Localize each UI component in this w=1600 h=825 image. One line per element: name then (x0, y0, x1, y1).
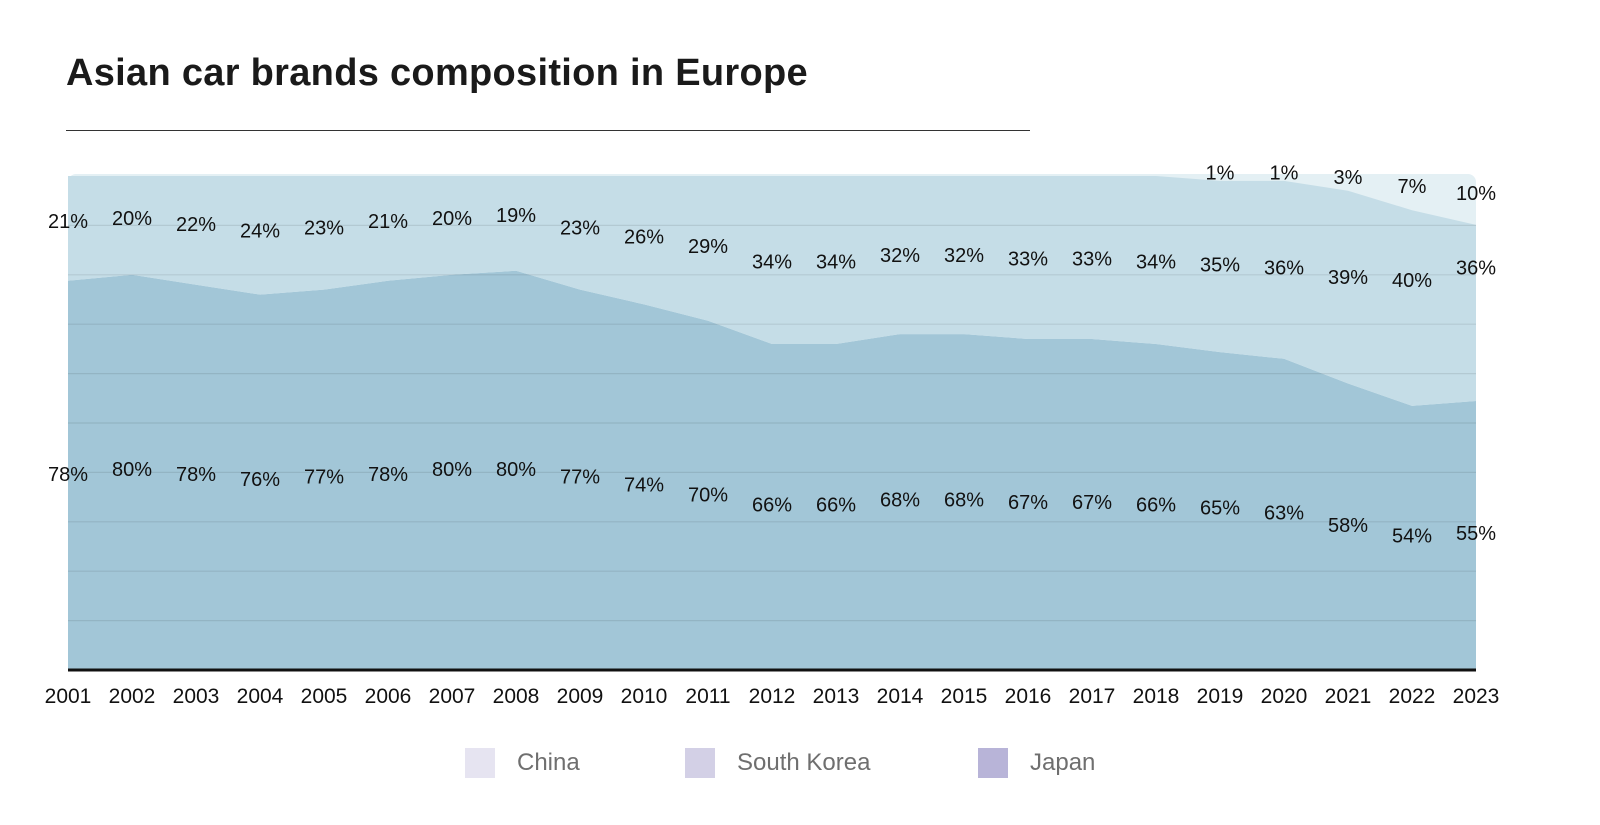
data-label-south-korea: 29% (688, 236, 728, 258)
data-label-south-korea: 34% (816, 251, 856, 273)
data-label-japan: 68% (880, 490, 920, 512)
data-label-japan: 77% (560, 467, 600, 489)
data-label-south-korea: 20% (112, 208, 152, 230)
data-label-china: 7% (1398, 176, 1427, 198)
data-label-japan: 78% (48, 464, 88, 486)
chart-legend: China South Korea Japan (0, 748, 1600, 782)
x-tick-label: 2014 (877, 685, 924, 708)
x-tick-label: 2023 (1453, 685, 1500, 708)
data-label-japan: 66% (1136, 495, 1176, 517)
data-label-south-korea: 34% (1136, 251, 1176, 273)
chart-title: Asian car brands composition in Europe (66, 52, 808, 94)
data-label-south-korea: 22% (176, 214, 216, 236)
data-label-south-korea: 19% (496, 205, 536, 227)
legend-item-japan[interactable]: Japan (978, 748, 1095, 778)
data-label-south-korea: 35% (1200, 255, 1240, 277)
data-label-south-korea: 20% (432, 208, 472, 230)
data-label-south-korea: 26% (624, 227, 664, 249)
legend-swatch-japan (978, 748, 1008, 778)
data-label-china: 1% (1206, 162, 1235, 184)
x-tick-label: 2013 (813, 685, 860, 708)
data-label-japan: 80% (432, 459, 472, 481)
data-label-japan: 80% (496, 459, 536, 481)
data-label-south-korea: 40% (1392, 270, 1432, 292)
data-label-japan: 58% (1328, 515, 1368, 537)
x-tick-label: 2001 (45, 685, 92, 708)
x-tick-label: 2011 (685, 685, 730, 708)
x-tick-label: 2006 (365, 685, 412, 708)
data-label-japan: 67% (1072, 492, 1112, 514)
data-label-japan: 67% (1008, 492, 1048, 514)
data-label-japan: 77% (304, 467, 344, 489)
data-label-south-korea: 21% (48, 211, 88, 233)
x-tick-label: 2019 (1197, 685, 1244, 708)
area-south-korea (68, 176, 1476, 406)
legend-swatch-south-korea (685, 748, 715, 778)
stacked-area-chart: 2001 2002 2003 2004 2005 2006 2007 2008 2009 2010… (45, 162, 1500, 708)
data-label-japan: 80% (112, 459, 152, 481)
data-label-japan: 54% (1392, 525, 1432, 547)
legend-swatch-china (465, 748, 495, 778)
data-label-japan: 63% (1264, 502, 1304, 524)
data-label-south-korea: 39% (1328, 267, 1368, 289)
title-divider (66, 130, 1030, 131)
legend-label-south-korea: South Korea (737, 749, 871, 776)
x-tick-label: 2007 (429, 685, 476, 708)
x-tick-label: 2015 (941, 685, 988, 708)
legend-item-south-korea[interactable]: South Korea (685, 748, 870, 778)
data-label-south-korea: 23% (304, 217, 344, 239)
data-label-japan: 78% (368, 464, 408, 486)
data-label-japan: 68% (944, 490, 984, 512)
data-label-japan: 76% (240, 469, 280, 491)
x-tick-label: 2010 (621, 685, 668, 708)
data-label-south-korea: 33% (1008, 248, 1048, 270)
data-label-south-korea: 32% (944, 245, 984, 267)
data-label-south-korea: 24% (240, 220, 280, 242)
x-tick-label: 2017 (1069, 685, 1116, 708)
data-label-japan: 66% (816, 495, 856, 517)
x-tick-label: 2005 (301, 685, 348, 708)
x-tick-label: 2022 (1389, 685, 1436, 708)
data-label-south-korea: 36% (1264, 258, 1304, 280)
data-label-china: 3% (1334, 167, 1363, 189)
x-tick-label: 2018 (1133, 685, 1180, 708)
x-tick-label: 2004 (237, 685, 284, 708)
x-tick-label: 2008 (493, 685, 540, 708)
x-tick-label: 2002 (109, 685, 156, 708)
data-label-japan: 78% (176, 464, 216, 486)
data-label-japan: 70% (688, 485, 728, 507)
x-tick-label: 2020 (1261, 685, 1308, 708)
data-label-japan: 74% (624, 474, 664, 496)
x-tick-label: 2021 (1325, 685, 1372, 708)
data-label-south-korea: 36% (1456, 258, 1496, 280)
legend-label-china: China (517, 749, 580, 776)
data-label-japan: 65% (1200, 497, 1240, 519)
legend-label-japan: Japan (1030, 749, 1096, 776)
data-label-south-korea: 23% (560, 217, 600, 239)
data-label-china: 1% (1270, 162, 1299, 184)
x-tick-label: 2009 (557, 685, 604, 708)
data-label-japan: 55% (1456, 523, 1496, 545)
data-label-china: 10% (1456, 183, 1496, 205)
x-tick-label: 2012 (749, 685, 796, 708)
data-label-south-korea: 33% (1072, 248, 1112, 270)
legend-item-china[interactable]: China (465, 748, 580, 778)
x-tick-label: 2003 (173, 685, 220, 708)
area-japan (68, 270, 1476, 670)
data-label-south-korea: 32% (880, 245, 920, 267)
data-label-south-korea: 21% (368, 211, 408, 233)
data-label-south-korea: 34% (752, 251, 792, 273)
data-label-japan: 66% (752, 495, 792, 517)
x-tick-label: 2016 (1005, 685, 1052, 708)
